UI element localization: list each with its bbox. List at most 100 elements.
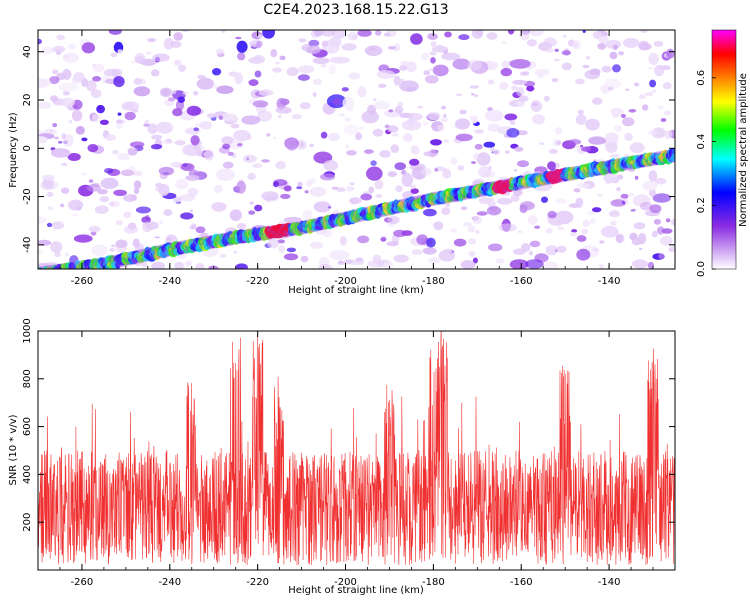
heatmap-cell [649,79,657,88]
heatmap-cell [409,158,420,166]
x-tick-label: -180 [422,577,445,588]
heatmap-cell [664,110,671,116]
heatmap-cell [631,237,642,246]
heatmap-cell [277,114,282,119]
heatmap-cell [158,166,175,176]
heatmap-cell [592,31,602,39]
heatmap-cell [642,180,658,191]
heatmap-cell [68,119,73,124]
spectrogram-y-label: Frequency (Hz) [8,112,19,188]
heatmap-cell [360,193,373,201]
heatmap-cell [297,74,310,81]
heatmap-ridge-cell [52,270,58,276]
heatmap-cell [46,191,54,198]
heatmap-cell [346,107,354,112]
colorbar-tick-label: 0.6 [696,70,707,86]
heatmap-cell [92,63,105,73]
heatmap-cell [261,191,279,201]
heatmap-cell [158,220,164,225]
y-tick-label: 1000 [22,318,33,343]
heatmap-cell [150,144,163,150]
x-tick-label: -260 [71,276,94,287]
heatmap-cell [618,51,625,56]
heatmap-cell [130,194,137,201]
heatmap-cell [252,163,263,168]
x-tick-label: -180 [422,276,445,287]
heatmap-cell [40,137,48,143]
heatmap-cell [380,237,387,242]
heatmap-cell [110,52,118,58]
heatmap-cell [459,109,467,115]
heatmap-cell [638,94,646,100]
heatmap-cell [468,238,477,245]
heatmap-cell [472,216,483,225]
heatmap-cell [52,45,66,53]
heatmap-cell [367,104,376,115]
x-tick-label: -220 [246,276,269,287]
y-tick-label: 40 [22,45,33,58]
heatmap-cell [510,194,520,203]
heatmap-cell [476,211,488,216]
heatmap-cell [300,255,309,263]
heatmap-cell [634,175,639,180]
heatmap-cell [441,52,461,61]
colorbar-gradient [712,30,736,269]
heatmap-cell [278,245,286,253]
heatmap-cell [237,52,246,61]
heatmap-ridge-cell [47,270,54,276]
heatmap-cell [63,91,70,96]
heatmap-cell [50,148,71,158]
heatmap-cell [391,133,399,137]
heatmap-cell [53,136,60,140]
heatmap-cell [375,193,383,199]
heatmap-cells [37,30,675,280]
colorbar: 0.0 0.2 0.4 0.6 Normalized spectral amplitu… [696,29,749,277]
heatmap-cell [496,197,513,205]
heatmap-cell [99,119,109,126]
heatmap-ridge-cell [46,270,53,275]
heatmap-cell [235,263,248,269]
heatmap-cell [607,86,614,91]
heatmap-cell [401,172,414,187]
heatmap-cell [108,30,122,35]
y-tick-label: 600 [22,417,33,436]
heatmap-cell [668,247,672,253]
heatmap-cell [481,172,492,177]
heatmap-cell [280,98,290,106]
heatmap-cell [556,245,567,253]
heatmap-cell [318,263,333,269]
heatmap-cell [625,88,630,91]
heatmap-cell [186,105,202,116]
heatmap-cell [108,200,121,208]
heatmap-cell [601,65,612,73]
heatmap-cell [90,89,102,99]
heatmap-cell [258,89,274,96]
heatmap-cell [648,170,658,182]
heatmap-cell [624,133,633,141]
heatmap-cell [541,261,558,269]
heatmap-cell [158,183,170,196]
heatmap-ridge-cell [37,272,45,280]
heatmap-cell [203,149,215,161]
heatmap-cell [132,238,140,248]
heatmap-cell [94,205,109,214]
heatmap-cell [193,127,199,132]
heatmap-cell [52,69,59,75]
x-tick-label: -240 [158,276,181,287]
heatmap-cell [471,92,475,96]
heatmap-ridge-cell [672,148,675,155]
heatmap-cell [640,201,653,211]
heatmap-cell [302,209,313,221]
heatmap-cell [551,78,559,83]
heatmap-cell [218,115,224,120]
heatmap-cell [581,228,589,235]
heatmap-cell [438,249,455,262]
heatmap-cell [658,253,665,259]
heatmap-cell [71,109,83,122]
heatmap-cell [320,131,328,139]
heatmap-cell [506,128,520,138]
heatmap-cell [52,123,58,128]
heatmap-cell [180,212,194,220]
heatmap-cell [444,31,452,38]
heatmap-cell [221,136,234,145]
